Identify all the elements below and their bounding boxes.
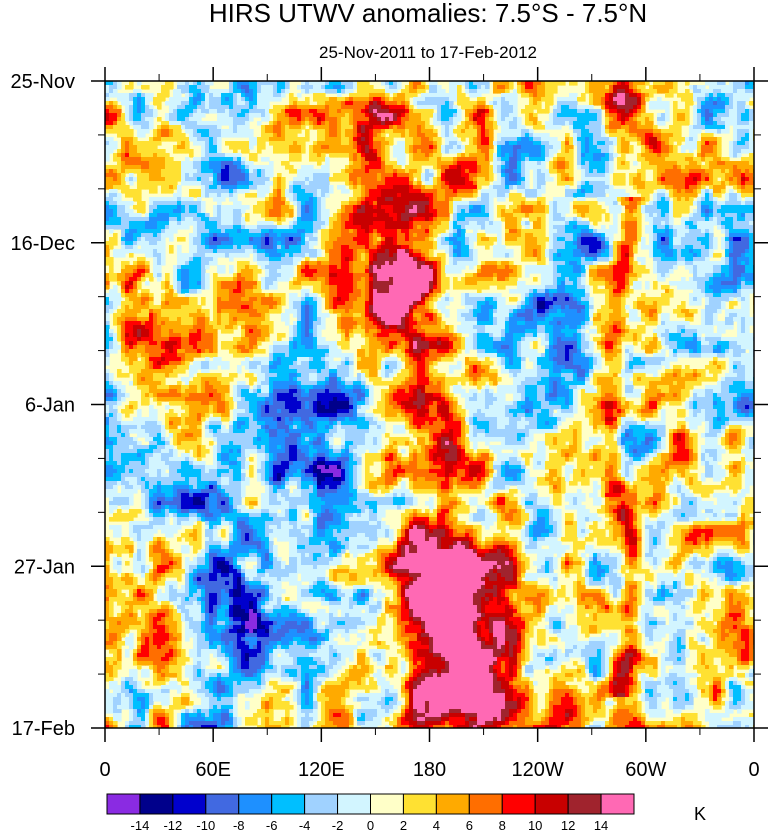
colorbar-level-label: 14	[594, 818, 608, 830]
colorbar-swatch	[107, 794, 140, 814]
chart-title: HIRS UTWV anomalies: 7.5°S - 7.5°N	[209, 0, 647, 28]
colorbar: -14 -12 -10 -8 -6 -4 -2 0 2 4 6 8 10 12 14	[107, 794, 634, 830]
x-tick-label-60e: 60E	[195, 759, 231, 781]
colorbar-swatch	[140, 794, 173, 814]
colorbar-swatch	[206, 794, 239, 814]
colorbar-unit: K	[694, 804, 706, 824]
colorbar-swatch	[371, 794, 404, 814]
y-tick-label-6-jan: 6-Jan	[25, 395, 75, 417]
colorbar-level-label: -6	[266, 818, 278, 830]
colorbar-swatch	[436, 794, 469, 814]
x-tick-label-360: 0	[748, 759, 759, 781]
y-tick-label-27-jan: 27-Jan	[14, 556, 75, 578]
y-tick-label-25-nov: 25-Nov	[11, 71, 75, 93]
colorbar-level-label: 8	[499, 818, 506, 830]
colorbar-swatch	[502, 794, 535, 814]
colorbar-swatch	[173, 794, 206, 814]
x-tick-label-0: 0	[99, 759, 110, 781]
y-tick-label-16-dec: 16-Dec	[11, 233, 75, 255]
colorbar-level-label: 10	[528, 818, 542, 830]
colorbar-level-label: -8	[233, 818, 245, 830]
colorbar-swatch	[535, 794, 568, 814]
chart-subtitle: 25-Nov-2011 to 17-Feb-2012	[319, 43, 537, 62]
x-tick-label-180: 180	[413, 759, 446, 781]
colorbar-level-label: -12	[163, 818, 182, 830]
colorbar-swatch	[469, 794, 502, 814]
colorbar-level-label: 0	[367, 818, 374, 830]
colorbar-level-label: 4	[433, 818, 440, 830]
x-tick-label-60w: 60W	[625, 759, 666, 781]
colorbar-level-label: -4	[299, 818, 311, 830]
colorbar-swatch	[568, 794, 601, 814]
colorbar-level-label: -10	[196, 818, 215, 830]
colorbar-swatch	[305, 794, 338, 814]
colorbar-level-label: -14	[131, 818, 150, 830]
colorbar-level-label: 6	[466, 818, 473, 830]
y-tick-label-17-feb: 17-Feb	[12, 718, 75, 740]
colorbar-level-label: 2	[400, 818, 407, 830]
colorbar-level-label: 12	[561, 818, 575, 830]
colorbar-swatch	[403, 794, 436, 814]
colorbar-swatch	[239, 794, 272, 814]
x-tick-label-120e: 120E	[298, 759, 345, 781]
chart: HIRS UTWV anomalies: 7.5°S - 7.5°N 25-No…	[0, 0, 772, 830]
x-tick-label-120w: 120W	[512, 759, 564, 781]
colorbar-swatch	[272, 794, 305, 814]
colorbar-swatch	[601, 794, 634, 814]
colorbar-level-label: -2	[332, 818, 344, 830]
heatmap-field	[105, 81, 758, 730]
colorbar-swatch	[338, 794, 371, 814]
